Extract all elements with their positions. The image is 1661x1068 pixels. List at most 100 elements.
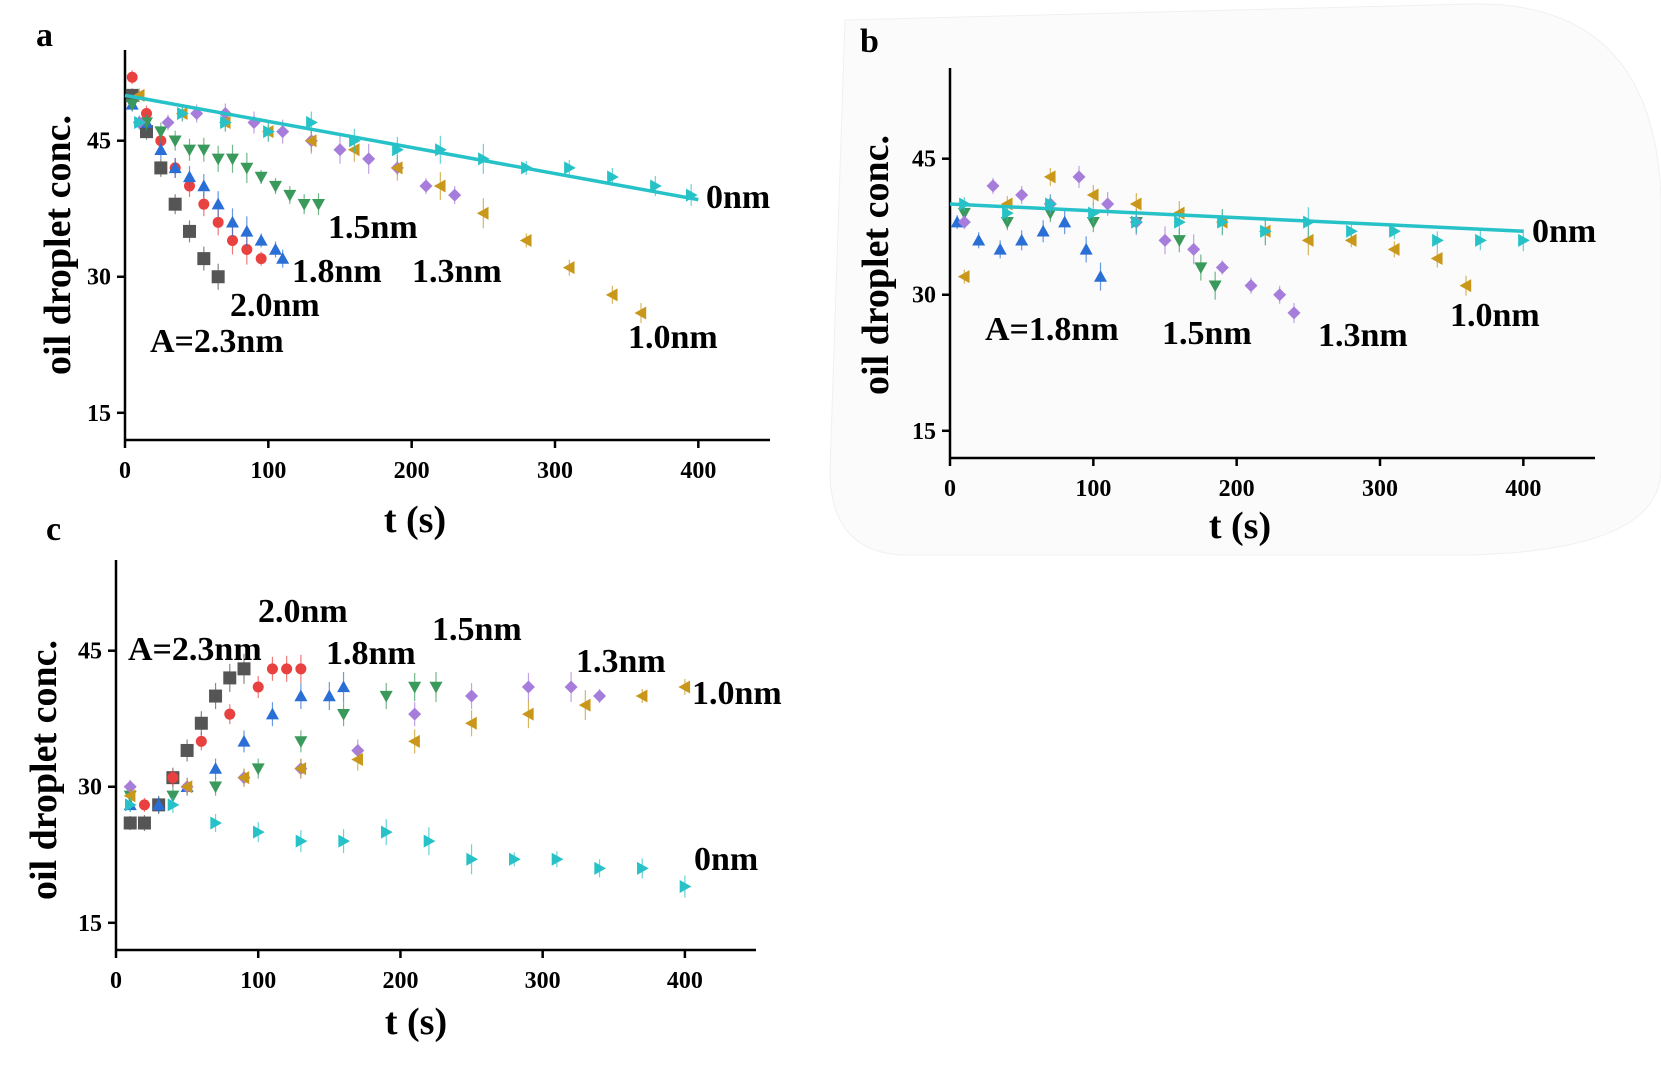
data-point [594,861,607,875]
data-point [194,716,208,730]
data-point [166,790,180,803]
data-point [276,252,290,264]
data-point [1129,197,1142,211]
y-axis-title-a: oil droplet conc. [37,115,79,375]
fit-line-b [949,202,1524,234]
data-point [161,116,175,130]
x-tick-label-a-200: 200 [394,458,430,484]
data-point [1000,216,1014,229]
data-point [183,144,196,157]
data-point [1043,170,1056,184]
data-point [1158,233,1172,247]
data-point [607,170,619,184]
x-tick-label-a-100: 100 [250,458,286,484]
data-point [220,116,232,130]
data-point [1094,270,1107,282]
data-point [125,99,139,111]
data-point [294,689,308,702]
label-b-1.8nm: A=1.8nm [985,311,1119,348]
data-point [1174,215,1186,229]
data-point [1036,224,1050,237]
data-point [168,197,182,211]
data-point [154,143,168,155]
data-point [254,233,268,246]
data-point [1002,206,1014,220]
data-point [1079,242,1093,255]
data-point [957,270,970,284]
data-point [1344,233,1357,247]
y-tick-label-b-15: 15 [912,419,936,445]
x-tick-label-a-0: 0 [119,458,131,484]
data-point [338,834,351,848]
data-point [283,189,297,202]
x-tick-label-b-0: 0 [944,476,956,502]
data-point [1086,188,1099,202]
data-point [634,306,647,320]
data-point [362,152,376,166]
data-point [211,153,225,166]
data-point [167,772,179,784]
data-point [152,798,166,811]
data-point [154,126,168,139]
data-point [993,242,1007,255]
data-point [337,680,351,693]
label-a-1.0nm: 1.0nm [628,319,718,356]
series-a-1.8nm [125,97,290,268]
data-point [408,681,422,694]
data-point [1101,197,1115,211]
data-point [265,707,279,720]
data-point [223,671,237,685]
data-point [140,125,153,139]
data-point [433,179,446,193]
data-point [224,708,236,720]
data-point [295,834,308,848]
data-point [269,243,282,255]
data-point [295,663,307,675]
data-point [333,143,347,157]
data-point [125,798,137,812]
data-point [137,816,151,830]
data-point [183,224,196,238]
panel-c: c 0 100 200 300 400 15 30 45 t (s) oil droplet … [23,511,782,1043]
data-point [390,161,403,175]
series-c-1.3nm [123,671,607,795]
data-point [1131,215,1143,229]
data-point [564,680,578,694]
data-point [138,799,150,811]
y-tick-label-a-15: 15 [87,401,111,427]
data-point [551,852,564,866]
series-c-1.5nm [123,671,443,804]
x-tick-label-a-400: 400 [680,458,716,484]
data-point [521,680,535,694]
y-tick-label-c-45: 45 [78,639,102,665]
data-point [392,143,404,157]
y-tick-label-a-45: 45 [87,129,111,155]
data-point [306,116,318,130]
x-axis-title-b: t (s) [1209,505,1271,547]
panel-b-backdrop [829,3,1661,556]
data-point [605,288,618,302]
data-point [1273,288,1287,302]
data-point [226,215,239,228]
data-point [134,116,146,130]
data-point [429,681,443,694]
data-point [1015,188,1029,202]
y-tick-label-b-30: 30 [912,283,936,309]
y-tick-label-a-30: 30 [87,265,111,291]
y-tick-label-c-15: 15 [78,911,102,937]
data-point [155,135,167,147]
data-point [209,762,223,774]
series-c-1.8nm [123,671,351,813]
x-tick-label-c-400: 400 [667,968,703,994]
label-a-1.8nm: 1.8nm [292,253,382,290]
label-a-2.3nm: A=2.3nm [150,323,284,360]
data-point [419,179,433,193]
data-point [269,180,282,193]
data-point [351,753,363,767]
data-point [237,771,250,785]
data-point [251,763,265,776]
data-point [1244,279,1258,293]
x-axis-title-a: t (s) [384,499,446,541]
data-point [408,734,420,748]
data-point [1432,233,1444,247]
